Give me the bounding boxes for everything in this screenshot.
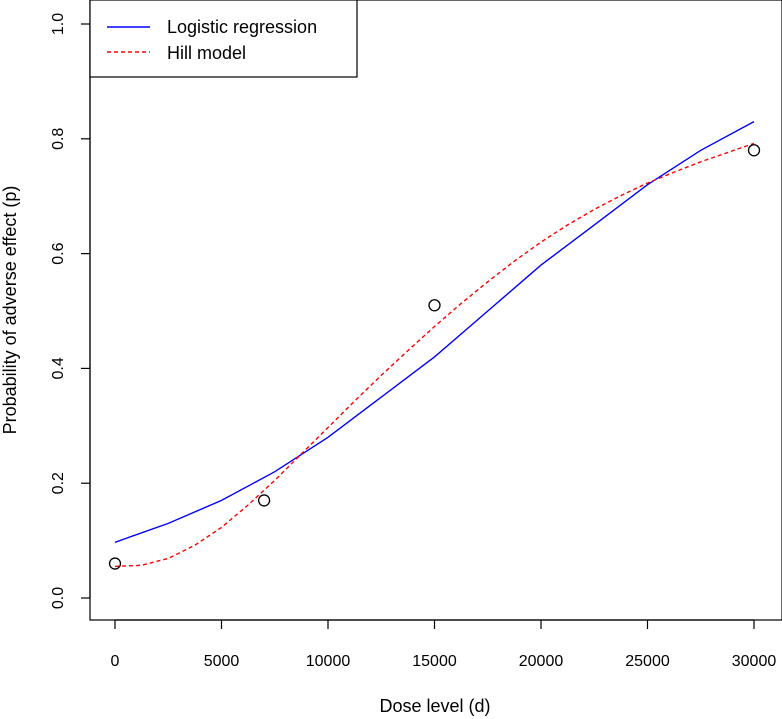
x-tick-label: 20000	[519, 653, 564, 670]
y-tick-label: 1.0	[50, 13, 67, 35]
y-axis-title: Probability of adverse effect (p)	[0, 186, 20, 435]
x-axis-title: Dose level (d)	[379, 696, 490, 716]
data-point	[108, 557, 122, 570]
x-tick-label: 30000	[732, 653, 777, 670]
legend: Logistic regression Hill model	[89, 0, 358, 78]
series-line-hill	[114, 142, 755, 568]
series-line-logistic	[114, 120, 755, 543]
x-tick-label: 5000	[204, 653, 240, 670]
x-tick-label: 10000	[306, 653, 351, 670]
y-tick-label: 0.2	[50, 472, 67, 494]
y-tick-label: 0.4	[50, 357, 67, 379]
y-tick-label: 0.8	[50, 128, 67, 150]
legend-label-logistic: Logistic regression	[167, 17, 317, 37]
series-layer	[114, 120, 755, 568]
data-points	[108, 144, 761, 570]
x-tick-label: 15000	[412, 653, 457, 670]
data-point	[428, 299, 441, 312]
legend-box	[89, 0, 358, 78]
data-point	[257, 494, 271, 507]
legend-label-hill: Hill model	[167, 43, 246, 63]
y-tick-label: 0.0	[50, 587, 67, 609]
x-axis: 0 5000 10000 15000 20000 25000 30000	[111, 619, 777, 670]
data-point	[747, 144, 761, 157]
y-axis: 0.0 0.2 0.4 0.6 0.8 1.0	[50, 13, 91, 609]
y-tick-label: 0.6	[50, 242, 67, 264]
x-tick-label: 25000	[625, 653, 670, 670]
x-tick-label: 0	[111, 653, 120, 670]
